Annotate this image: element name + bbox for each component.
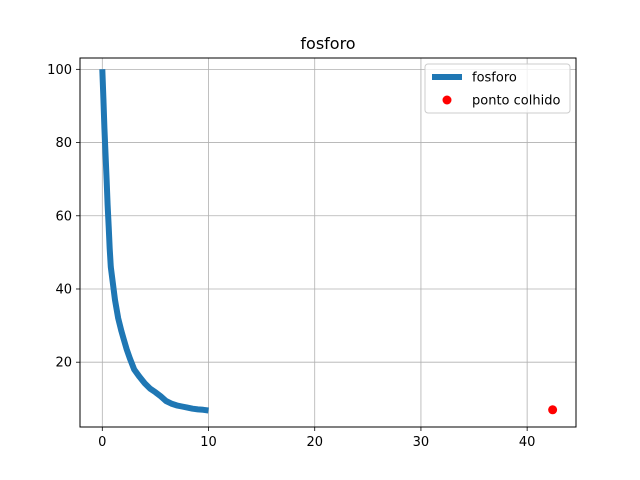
series-line-fosforo <box>99 69 209 414</box>
legend-label: fosforo <box>472 71 517 86</box>
legend: fosforo ponto colhido <box>424 63 571 114</box>
y-tick-label: 80 <box>55 136 72 151</box>
x-tick-label: 30 <box>413 435 430 450</box>
x-tick-label: 0 <box>98 435 106 450</box>
legend-label: ponto colhido <box>472 94 560 109</box>
x-tick-label: 20 <box>306 435 323 450</box>
axes-frame <box>79 57 577 428</box>
scatter-point-ponto-colhido <box>548 405 558 415</box>
plot-area <box>99 69 558 415</box>
x-tick-label: 40 <box>519 435 536 450</box>
y-tick-label: 40 <box>55 282 72 297</box>
y-tick-label: 60 <box>55 209 72 224</box>
y-tick-label: 20 <box>55 356 72 371</box>
chart-title: fosforo <box>300 34 355 53</box>
legend-swatch-marker <box>442 95 452 105</box>
y-tick-label: 100 <box>47 63 72 78</box>
ticks: 0 10 20 30 40 20 40 60 80 100 <box>47 63 535 450</box>
x-tick-label: 10 <box>200 435 217 450</box>
